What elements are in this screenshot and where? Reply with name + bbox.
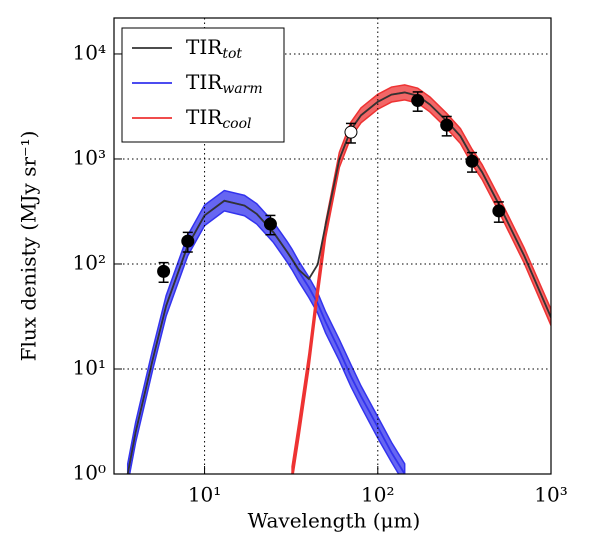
y-axis-label: Flux denisty (MJy sr⁻¹) (17, 131, 41, 362)
uncertainty-band (291, 84, 551, 474)
y-tick-label: 10³ (73, 145, 106, 169)
legend-subscript: cool (222, 116, 251, 132)
line (291, 91, 551, 474)
data-point (411, 94, 425, 108)
y-tick-label: 10² (73, 250, 106, 274)
legend-label: TIRcool (186, 105, 252, 133)
x-axis-label: Wavelength (μm) (248, 509, 421, 533)
plot-frame (113, 17, 552, 475)
legend-subscript: warm (222, 81, 262, 97)
uncertainty-band (126, 189, 406, 474)
line (126, 91, 551, 474)
y-tick-label: 10⁰ (73, 461, 106, 485)
legend-name: TIR (186, 35, 223, 59)
x-tick-label: 10³ (534, 483, 567, 507)
legend-name: TIR (186, 70, 223, 94)
legend-box (121, 27, 285, 143)
data-point (440, 118, 454, 132)
data-point (181, 234, 195, 248)
legend-label: TIRwarm (186, 70, 263, 98)
y-tick-label: 10⁴ (73, 40, 106, 64)
legend-label: TIRtot (186, 35, 242, 63)
legend-name: TIR (186, 105, 223, 129)
plot-area (126, 84, 551, 474)
data-point (344, 125, 358, 139)
x-tick-label: 10² (361, 483, 394, 507)
data-point (157, 264, 171, 278)
data-point (465, 154, 479, 168)
data-point (263, 217, 277, 231)
x-tick-label: 10¹ (188, 483, 221, 507)
data-point (492, 204, 506, 218)
legend-subscript: tot (222, 46, 242, 62)
line (126, 199, 406, 474)
y-tick-label: 10¹ (73, 355, 106, 379)
